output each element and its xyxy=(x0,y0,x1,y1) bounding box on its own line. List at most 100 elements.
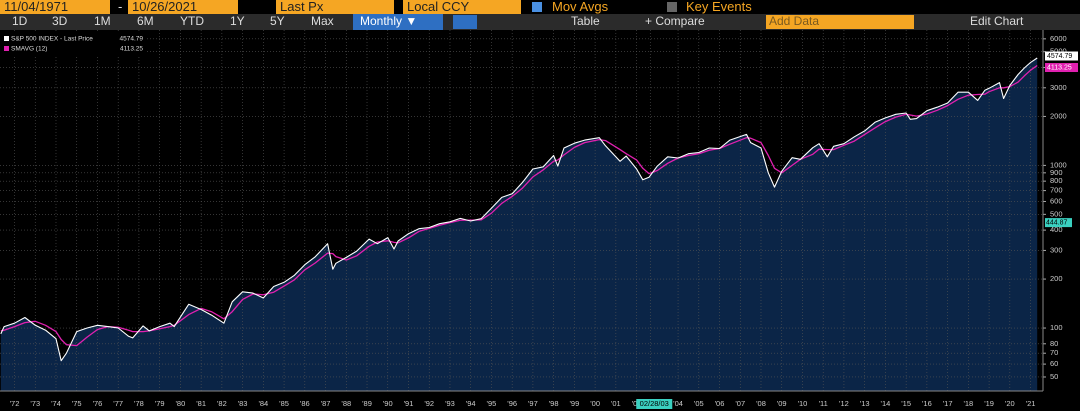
x-tick-label: '93 xyxy=(445,399,455,408)
y-tick-label: 400 xyxy=(1050,225,1063,234)
currency-field[interactable] xyxy=(403,0,521,14)
frequency-button[interactable] xyxy=(353,14,443,30)
y-tick-label: 60 xyxy=(1050,359,1058,368)
y-tick-label: 5000 xyxy=(1050,47,1067,56)
x-tick-label: '17 xyxy=(943,399,953,408)
x-tick-label: '81 xyxy=(196,399,206,408)
x-tick-label: '84 xyxy=(258,399,268,408)
x-tick-label: '99 xyxy=(569,399,579,408)
table-button[interactable]: Table xyxy=(571,14,600,28)
range-button[interactable]: 1M xyxy=(94,14,111,28)
area xyxy=(0,58,1038,391)
legend-label: S&P 500 INDEX - Last Price xyxy=(11,36,93,43)
y-tick-label: 50 xyxy=(1050,372,1058,381)
last-value: 4574.79 xyxy=(1047,53,1072,60)
add-data[interactable]: Add Data xyxy=(769,14,819,28)
last-value: 4113.25 xyxy=(1047,64,1072,71)
x-tick-label: '98 xyxy=(549,399,559,408)
add-data-field[interactable] xyxy=(766,15,914,29)
x-tick-label: '76 xyxy=(93,399,103,408)
legend-swatch xyxy=(4,36,9,41)
legend-label: SMAVG (12) xyxy=(11,46,47,53)
x-tick-label: '72 xyxy=(10,399,20,408)
frequency[interactable]: Monthly ▼ xyxy=(360,14,417,28)
date-field[interactable] xyxy=(128,0,238,14)
price-field[interactable] xyxy=(276,0,394,14)
y-tick-label: 80 xyxy=(1050,339,1058,348)
y-tick-label: 500 xyxy=(1050,209,1063,218)
x-tick-label: '21 xyxy=(1026,399,1036,408)
y-tick-label: 900 xyxy=(1050,168,1063,177)
legend-value: 4574.79 xyxy=(120,36,144,43)
last-value-box xyxy=(1045,63,1078,73)
x-tick-label: '91 xyxy=(404,399,414,408)
legend-swatch xyxy=(4,46,9,51)
y-tick-label: 6000 xyxy=(1050,34,1067,43)
x-tick-label: '06 xyxy=(715,399,725,408)
range-button[interactable]: 5Y xyxy=(270,14,285,28)
checkbox[interactable] xyxy=(532,2,542,12)
date-cursor xyxy=(636,399,673,409)
x-tick-label: '86 xyxy=(300,399,310,408)
price-field-text[interactable]: Last Px xyxy=(280,0,324,14)
crosshair-box xyxy=(1045,218,1072,228)
range-button[interactable]: 6M xyxy=(137,14,154,28)
range-button[interactable]: Max xyxy=(311,14,334,28)
x-tick-label: '75 xyxy=(72,399,82,408)
x-tick-label: '90 xyxy=(383,399,393,408)
x-tick-label: '16 xyxy=(922,399,932,408)
compare-button[interactable]: + Compare xyxy=(645,14,705,28)
key-events[interactable]: Key Events xyxy=(686,0,752,14)
legend-value: 4113.25 xyxy=(120,46,143,53)
legend: S&P 500 INDEX - Last Price 4574.79 SMAVG… xyxy=(0,32,146,56)
y-tick-label: 600 xyxy=(1050,196,1063,205)
range-button[interactable]: 1D xyxy=(12,14,28,28)
x-tick-label: '05 xyxy=(694,399,704,408)
series-line xyxy=(0,57,1038,362)
range-buttons: 1D 3D 1M 6M YTD 1Y 5Y Max xyxy=(12,14,334,28)
range-button[interactable]: 1Y xyxy=(230,14,245,28)
x-tick-label: '07 xyxy=(735,399,745,408)
range-bar xyxy=(0,14,1080,30)
x-tick-label: '01 xyxy=(611,399,621,408)
start-date[interactable]: 11/04/1971 xyxy=(4,0,68,14)
x-tick-label: '96 xyxy=(507,399,517,408)
x-tick-label: '14 xyxy=(881,399,891,408)
x-tick-label: 02/28/03 xyxy=(640,399,669,408)
checkbox[interactable] xyxy=(667,2,677,12)
line-icon[interactable] xyxy=(453,15,477,29)
date-field[interactable] xyxy=(0,0,110,14)
end-date[interactable]: 10/26/2021 xyxy=(132,0,197,14)
x-tick-label: '13 xyxy=(860,399,870,408)
mov-avgs[interactable]: Mov Avgs xyxy=(552,0,609,14)
y-tick-label: 3000 xyxy=(1050,83,1067,92)
crosshair-value: 444.87 xyxy=(1046,219,1068,226)
x-tick-label: '09 xyxy=(777,399,787,408)
separator: - xyxy=(118,0,122,14)
x-tick-label: '95 xyxy=(487,399,497,408)
x-tick-label: '15 xyxy=(901,399,911,408)
y-tick-label: 2000 xyxy=(1050,111,1067,120)
x-tick-label: '87 xyxy=(321,399,331,408)
x-tick-label: '00 xyxy=(590,399,600,408)
x-tick-label: '11 xyxy=(819,399,828,408)
x-tick-label: '73 xyxy=(30,399,40,408)
x-tick-label: '18 xyxy=(963,399,973,408)
y-tick-label: 100 xyxy=(1050,323,1063,332)
range-button[interactable]: 3D xyxy=(52,14,68,28)
edit-chart[interactable]: Edit Chart xyxy=(970,14,1024,28)
x-tick-label: '04 xyxy=(673,399,683,408)
x-tick-label: '19 xyxy=(984,399,994,408)
x-tick-label: '82 xyxy=(217,399,227,408)
range-button[interactable]: YTD xyxy=(180,14,204,28)
currency-text[interactable]: Local CCY xyxy=(407,0,469,14)
x-tick-label: '10 xyxy=(798,399,808,408)
x-tick-label: '12 xyxy=(839,399,849,408)
x-tick-label: '80 xyxy=(176,399,186,408)
y-tick-label: 300 xyxy=(1050,245,1063,254)
x-tick-label: '74 xyxy=(51,399,61,408)
y-tick-label: 200 xyxy=(1050,274,1063,283)
legend-box xyxy=(0,32,146,56)
